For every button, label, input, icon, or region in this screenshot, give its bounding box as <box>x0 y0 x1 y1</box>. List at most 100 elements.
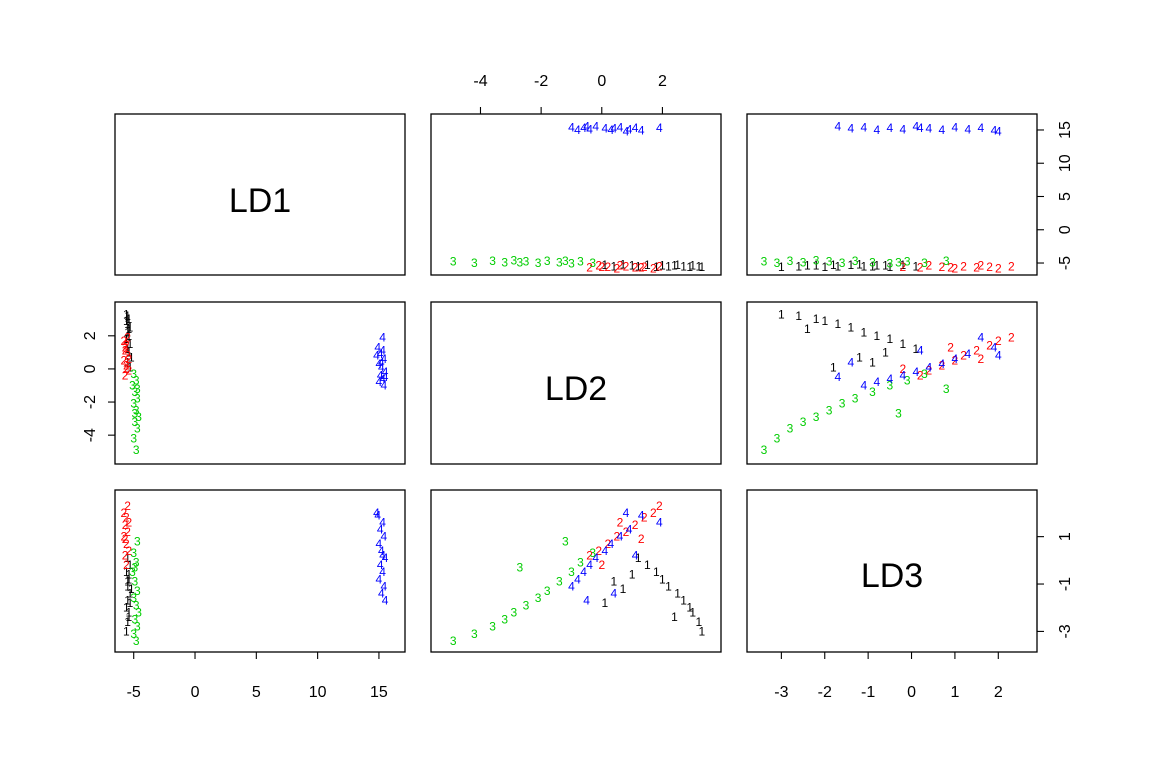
point-group-2-panel-3-1: 2 <box>122 518 129 532</box>
point-group-3-panel-2-3: 3 <box>921 367 928 381</box>
point-group-1-panel-3-1: 1 <box>127 587 134 601</box>
point-group-1-panel-3-1: 1 <box>125 606 132 620</box>
point-group-1-panel-3-2: 1 <box>659 572 666 586</box>
point-group-1-panel-2-1: 1 <box>127 321 134 335</box>
point-group-4-panel-2-1: 4 <box>377 347 384 361</box>
point-group-3-panel-2-1: 3 <box>134 382 141 396</box>
point-group-1-panel-1-3: 1 <box>899 258 906 272</box>
point-group-2-panel-2-3: 2 <box>939 359 946 373</box>
point-group-1-panel-3-2: 1 <box>644 558 651 572</box>
point-group-4-panel-1-2: 4 <box>580 121 587 135</box>
bottom-axis-label-ld1: 10 <box>309 684 327 701</box>
point-group-4-panel-2-1: 4 <box>379 372 386 386</box>
point-group-3-panel-1-2: 3 <box>577 255 584 269</box>
point-group-4-panel-2-3: 4 <box>952 352 959 366</box>
point-group-3-panel-3-1: 3 <box>130 627 137 641</box>
point-group-4-panel-3-2: 4 <box>638 508 645 522</box>
point-group-4-panel-3-1: 4 <box>377 523 384 537</box>
point-group-3-panel-1-3: 3 <box>839 256 846 270</box>
point-group-4-panel-1-3: 4 <box>965 122 972 136</box>
point-group-4-panel-2-3: 4 <box>926 360 933 374</box>
point-group-4-panel-3-1: 4 <box>378 587 385 601</box>
point-group-2-panel-2-3: 2 <box>947 340 954 354</box>
point-group-1-panel-2-1: 1 <box>128 350 135 364</box>
point-group-1-panel-1-2: 1 <box>644 258 651 272</box>
point-group-4-panel-2-1: 4 <box>376 375 383 389</box>
point-group-2-panel-2-1: 2 <box>122 340 129 354</box>
point-group-1-panel-3-1: 1 <box>125 568 132 582</box>
axes-layer: -4 -2 0 2-5 0 5 10 15 -3 -2 -1 0 1 2-4-202-5051015-3-… <box>82 73 1074 701</box>
bottom-axis-label-ld1: 5 <box>252 684 261 701</box>
point-group-2-panel-1-3: 2 <box>899 260 906 274</box>
diag-label-ld3: LD3 <box>861 557 923 595</box>
point-group-3-panel-3-2: 3 <box>471 627 478 641</box>
point-group-1-panel-1-3: 1 <box>860 259 867 273</box>
point-group-3-panel-3-2: 3 <box>450 634 457 648</box>
point-group-4-panel-3-2: 4 <box>623 506 630 520</box>
point-group-1-panel-2-1: 1 <box>124 355 131 369</box>
point-group-2-panel-2-1: 2 <box>124 331 131 345</box>
point-group-3-panel-2-1: 3 <box>129 379 136 393</box>
point-group-1-panel-2-3: 1 <box>834 317 841 331</box>
point-group-3-panel-1-3: 3 <box>904 255 911 269</box>
point-group-2-panel-2-1: 2 <box>121 354 128 368</box>
point-group-3-panel-3-1: 3 <box>134 534 141 548</box>
point-group-1-panel-3-1: 1 <box>124 615 131 629</box>
bottom-axis-label-ld3: 1 <box>950 684 959 701</box>
point-group-2-panel-3-2: 2 <box>638 532 645 546</box>
point-group-1-panel-1-3: 1 <box>795 259 802 273</box>
point-group-2-panel-3-2: 2 <box>604 537 611 551</box>
point-group-3-panel-2-3: 3 <box>826 403 833 417</box>
point-group-4-panel-2-1: 4 <box>374 340 381 354</box>
point-group-4-panel-3-1: 4 <box>378 544 385 558</box>
point-group-4-panel-1-3: 4 <box>995 124 1002 138</box>
point-group-1-panel-3-1: 1 <box>127 558 134 572</box>
point-group-2-panel-1-2: 2 <box>617 259 624 273</box>
point-group-3-panel-2-1: 3 <box>133 374 140 388</box>
point-group-2-panel-3-2: 2 <box>650 506 657 520</box>
point-group-1-panel-3-1: 1 <box>124 575 131 589</box>
point-group-3-panel-3-1: 3 <box>134 584 141 598</box>
point-group-2-panel-2-3: 2 <box>1008 331 1015 345</box>
point-group-4-panel-1-2: 4 <box>638 124 645 138</box>
point-group-4-panel-1-2: 4 <box>586 122 593 136</box>
point-group-3-panel-2-3: 3 <box>904 374 911 388</box>
point-group-4-panel-1-3: 4 <box>847 122 854 136</box>
point-group-1-panel-2-1: 1 <box>125 312 132 326</box>
point-group-1-panel-2-1: 1 <box>127 337 134 351</box>
point-group-4-panel-2-3: 4 <box>899 369 906 383</box>
point-group-1-panel-3-1: 1 <box>128 582 135 596</box>
point-group-3-panel-2-3: 3 <box>943 382 950 396</box>
point-group-3-panel-1-2: 3 <box>568 257 575 271</box>
point-group-4-panel-3-1: 4 <box>379 549 386 563</box>
point-group-1-panel-3-1: 1 <box>125 572 132 586</box>
point-group-2-panel-2-1: 2 <box>123 359 130 373</box>
point-group-3-panel-3-1: 3 <box>132 575 139 589</box>
point-group-3-panel-2-1: 3 <box>130 397 137 411</box>
point-group-2-panel-1-2: 2 <box>586 261 593 275</box>
bottom-axis-label-ld3: 2 <box>994 684 1003 701</box>
point-group-2-panel-1-3: 2 <box>947 261 954 275</box>
point-group-1-panel-1-3: 1 <box>847 258 854 272</box>
point-group-2-panel-3-1: 2 <box>124 525 131 539</box>
point-group-1-panel-1-2: 1 <box>686 260 693 274</box>
point-group-3-panel-2-1: 3 <box>132 415 139 429</box>
point-group-1-panel-1-2: 1 <box>653 260 660 274</box>
point-group-4-panel-2-1: 4 <box>377 369 384 383</box>
point-group-4-panel-1-3: 4 <box>886 121 893 135</box>
point-group-4-panel-3-2: 4 <box>592 551 599 565</box>
point-group-1-panel-3-2: 1 <box>686 601 693 615</box>
point-group-4-panel-2-1: 4 <box>382 365 389 379</box>
point-group-3-panel-2-3: 3 <box>813 410 820 424</box>
point-group-4-panel-2-3: 4 <box>939 357 946 371</box>
point-group-4-panel-2-3: 4 <box>978 331 985 345</box>
point-group-4-panel-2-1: 4 <box>382 370 389 384</box>
point-group-4-panel-2-3: 4 <box>873 375 880 389</box>
point-group-1-panel-2-1: 1 <box>124 342 131 356</box>
point-group-2-panel-1-3: 2 <box>978 259 985 273</box>
point-group-2-panel-3-1: 2 <box>123 511 130 525</box>
point-group-3-panel-1-2: 3 <box>510 253 517 267</box>
point-group-3-panel-2-3: 3 <box>761 443 768 457</box>
right-axis-label-ld1: -5 <box>1057 256 1074 270</box>
